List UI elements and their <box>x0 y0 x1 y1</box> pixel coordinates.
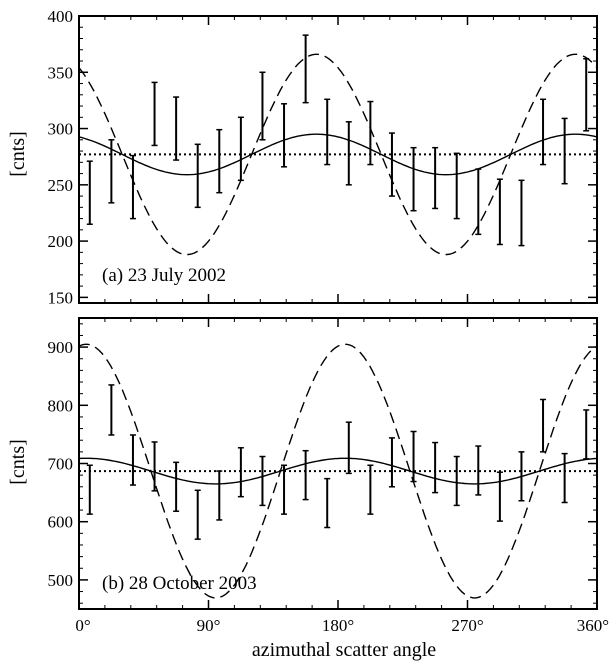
panel-b-frame <box>78 317 598 610</box>
panel-b-x-tick-label: 360° <box>577 616 609 635</box>
panel-b-solid-fit-curve <box>78 457 598 485</box>
panel-a-frame <box>78 15 598 304</box>
panel-b-label: (b) 28 October 2003 <box>102 573 257 594</box>
panel-b-x-tick-label: 180° <box>322 616 354 635</box>
panel-a-y-tick-label: 250 <box>48 176 74 195</box>
panel-a-dashed-model-curve <box>78 53 598 256</box>
panel-a-y-tick-label: 200 <box>48 232 74 251</box>
panel-b-y-tick-label: 700 <box>48 455 74 474</box>
panel-b-y-tick-label: 800 <box>48 396 74 415</box>
panel-a-ylabel: [cnts] <box>7 131 29 177</box>
panel-a-y-tick-label: 350 <box>48 63 74 82</box>
panel-a-label: (a) 23 July 2002 <box>102 265 226 286</box>
panel-a-y-tick-label: 300 <box>48 120 74 139</box>
panel-a: (a) 23 July 2002 [cnts] 150 200 250 300 350 4… <box>7 7 598 307</box>
panel-b-dashed-model-curve <box>78 343 598 599</box>
panel-b-x-tick-label: 0° <box>75 616 90 635</box>
panel-b-ylabel: [cnts] <box>7 439 29 485</box>
panel-b: (b) 28 October 2003 [cnts] 500 600 700 800 9… <box>7 317 609 635</box>
panel-a-y-tick-label: 150 <box>48 288 74 307</box>
panel-a-y-tick-label: 400 <box>48 7 74 26</box>
panel-b-y-tick-label: 900 <box>48 338 74 357</box>
panel-b-y-tick-label: 500 <box>48 571 74 590</box>
panel-b-x-tick-label: 270° <box>451 616 483 635</box>
panel-b-y-tick-label: 600 <box>48 513 74 532</box>
x-axis-label: azimuthal scatter angle <box>252 639 436 661</box>
panel-b-x-tick-label: 90° <box>197 616 221 635</box>
